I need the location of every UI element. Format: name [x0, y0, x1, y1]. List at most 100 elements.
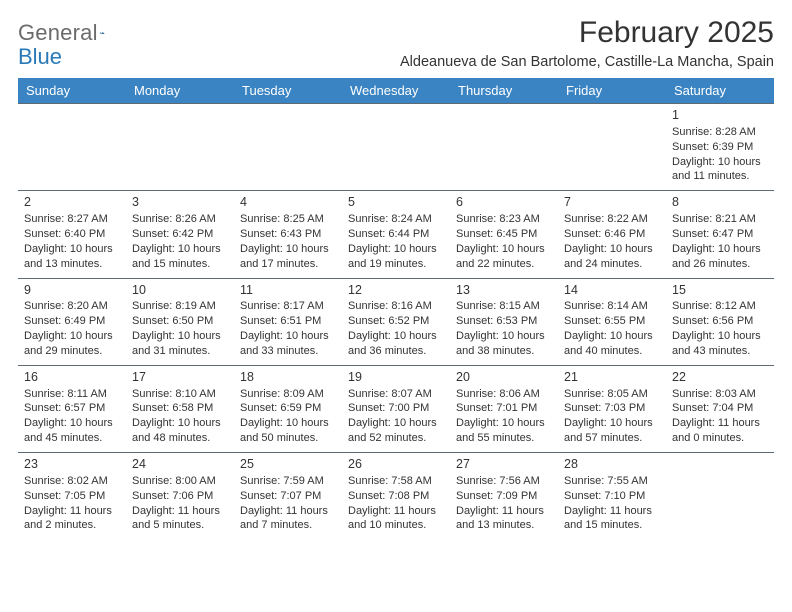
sunrise-line: Sunrise: 8:11 AM — [24, 387, 120, 402]
calendar-page: General February 2025 Aldeanueva de San … — [0, 0, 792, 612]
calendar-cell: 20Sunrise: 8:06 AMSunset: 7:01 PMDayligh… — [450, 365, 558, 452]
calendar-cell: 21Sunrise: 8:05 AMSunset: 7:03 PMDayligh… — [558, 365, 666, 452]
calendar-cell — [558, 104, 666, 191]
daylight-line: Daylight: 10 hours and 36 minutes. — [348, 329, 444, 359]
daylight-line: Daylight: 10 hours and 24 minutes. — [564, 242, 660, 272]
daylight-line: Daylight: 10 hours and 52 minutes. — [348, 416, 444, 446]
sunset-line: Sunset: 6:55 PM — [564, 314, 660, 329]
calendar-cell: 18Sunrise: 8:09 AMSunset: 6:59 PMDayligh… — [234, 365, 342, 452]
sunrise-line: Sunrise: 8:00 AM — [132, 474, 228, 489]
sunrise-line: Sunrise: 8:23 AM — [456, 212, 552, 227]
day-number: 8 — [672, 194, 768, 211]
sunrise-line: Sunrise: 8:09 AM — [240, 387, 336, 402]
sunrise-line: Sunrise: 8:25 AM — [240, 212, 336, 227]
sunset-line: Sunset: 6:42 PM — [132, 227, 228, 242]
calendar-week-row: 2Sunrise: 8:27 AMSunset: 6:40 PMDaylight… — [18, 191, 774, 278]
sunset-line: Sunset: 6:44 PM — [348, 227, 444, 242]
sunrise-line: Sunrise: 8:22 AM — [564, 212, 660, 227]
calendar-cell — [666, 453, 774, 540]
day-number: 5 — [348, 194, 444, 211]
sunrise-line: Sunrise: 8:24 AM — [348, 212, 444, 227]
sunrise-line: Sunrise: 7:55 AM — [564, 474, 660, 489]
day-number: 18 — [240, 369, 336, 386]
calendar-cell: 10Sunrise: 8:19 AMSunset: 6:50 PMDayligh… — [126, 278, 234, 365]
calendar-cell — [342, 104, 450, 191]
calendar-cell: 14Sunrise: 8:14 AMSunset: 6:55 PMDayligh… — [558, 278, 666, 365]
calendar-cell: 17Sunrise: 8:10 AMSunset: 6:58 PMDayligh… — [126, 365, 234, 452]
sunrise-line: Sunrise: 8:05 AM — [564, 387, 660, 402]
daylight-line: Daylight: 10 hours and 29 minutes. — [24, 329, 120, 359]
daylight-line: Daylight: 11 hours and 0 minutes. — [672, 416, 768, 446]
sunset-line: Sunset: 7:08 PM — [348, 489, 444, 504]
sunrise-line: Sunrise: 8:19 AM — [132, 299, 228, 314]
calendar-cell: 19Sunrise: 8:07 AMSunset: 7:00 PMDayligh… — [342, 365, 450, 452]
day-number: 9 — [24, 282, 120, 299]
day-number: 26 — [348, 456, 444, 473]
day-number: 19 — [348, 369, 444, 386]
sunrise-line: Sunrise: 8:07 AM — [348, 387, 444, 402]
sunset-line: Sunset: 7:03 PM — [564, 401, 660, 416]
day-header: Friday — [558, 78, 666, 104]
daylight-line: Daylight: 10 hours and 57 minutes. — [564, 416, 660, 446]
day-number: 28 — [564, 456, 660, 473]
calendar-cell: 24Sunrise: 8:00 AMSunset: 7:06 PMDayligh… — [126, 453, 234, 540]
daylight-line: Daylight: 11 hours and 7 minutes. — [240, 504, 336, 534]
sunset-line: Sunset: 7:04 PM — [672, 401, 768, 416]
calendar-cell: 16Sunrise: 8:11 AMSunset: 6:57 PMDayligh… — [18, 365, 126, 452]
calendar-cell: 13Sunrise: 8:15 AMSunset: 6:53 PMDayligh… — [450, 278, 558, 365]
sunrise-line: Sunrise: 8:20 AM — [24, 299, 120, 314]
day-number: 20 — [456, 369, 552, 386]
sunrise-line: Sunrise: 7:59 AM — [240, 474, 336, 489]
sunset-line: Sunset: 7:06 PM — [132, 489, 228, 504]
day-number: 2 — [24, 194, 120, 211]
daylight-line: Daylight: 10 hours and 17 minutes. — [240, 242, 336, 272]
calendar-cell: 12Sunrise: 8:16 AMSunset: 6:52 PMDayligh… — [342, 278, 450, 365]
day-header: Tuesday — [234, 78, 342, 104]
day-number: 7 — [564, 194, 660, 211]
daylight-line: Daylight: 10 hours and 11 minutes. — [672, 155, 768, 185]
sunset-line: Sunset: 6:45 PM — [456, 227, 552, 242]
sunset-line: Sunset: 6:50 PM — [132, 314, 228, 329]
sunrise-line: Sunrise: 8:03 AM — [672, 387, 768, 402]
calendar-cell: 23Sunrise: 8:02 AMSunset: 7:05 PMDayligh… — [18, 453, 126, 540]
day-number: 27 — [456, 456, 552, 473]
calendar-cell: 4Sunrise: 8:25 AMSunset: 6:43 PMDaylight… — [234, 191, 342, 278]
daylight-line: Daylight: 10 hours and 26 minutes. — [672, 242, 768, 272]
sunset-line: Sunset: 6:40 PM — [24, 227, 120, 242]
calendar-week-row: 9Sunrise: 8:20 AMSunset: 6:49 PMDaylight… — [18, 278, 774, 365]
brand-triangles-icon — [100, 23, 105, 43]
sunrise-line: Sunrise: 8:10 AM — [132, 387, 228, 402]
calendar-week-row: 16Sunrise: 8:11 AMSunset: 6:57 PMDayligh… — [18, 365, 774, 452]
daylight-line: Daylight: 10 hours and 19 minutes. — [348, 242, 444, 272]
daylight-line: Daylight: 10 hours and 13 minutes. — [24, 242, 120, 272]
calendar-cell: 22Sunrise: 8:03 AMSunset: 7:04 PMDayligh… — [666, 365, 774, 452]
sunrise-line: Sunrise: 8:14 AM — [564, 299, 660, 314]
calendar-cell: 3Sunrise: 8:26 AMSunset: 6:42 PMDaylight… — [126, 191, 234, 278]
sunset-line: Sunset: 6:43 PM — [240, 227, 336, 242]
sunset-line: Sunset: 6:56 PM — [672, 314, 768, 329]
calendar-cell: 5Sunrise: 8:24 AMSunset: 6:44 PMDaylight… — [342, 191, 450, 278]
daylight-line: Daylight: 11 hours and 13 minutes. — [456, 504, 552, 534]
calendar-cell — [18, 104, 126, 191]
daylight-line: Daylight: 10 hours and 50 minutes. — [240, 416, 336, 446]
sunset-line: Sunset: 6:52 PM — [348, 314, 444, 329]
calendar-body: 1Sunrise: 8:28 AMSunset: 6:39 PMDaylight… — [18, 104, 774, 540]
day-number: 13 — [456, 282, 552, 299]
calendar-cell: 25Sunrise: 7:59 AMSunset: 7:07 PMDayligh… — [234, 453, 342, 540]
sunrise-line: Sunrise: 8:12 AM — [672, 299, 768, 314]
day-number: 24 — [132, 456, 228, 473]
day-number: 6 — [456, 194, 552, 211]
sunrise-line: Sunrise: 7:58 AM — [348, 474, 444, 489]
sunset-line: Sunset: 7:10 PM — [564, 489, 660, 504]
sunrise-line: Sunrise: 8:21 AM — [672, 212, 768, 227]
sunset-line: Sunset: 6:39 PM — [672, 140, 768, 155]
daylight-line: Daylight: 11 hours and 10 minutes. — [348, 504, 444, 534]
calendar-cell — [126, 104, 234, 191]
daylight-line: Daylight: 10 hours and 15 minutes. — [132, 242, 228, 272]
sunrise-line: Sunrise: 8:27 AM — [24, 212, 120, 227]
month-title: February 2025 — [400, 16, 774, 50]
sunrise-line: Sunrise: 8:28 AM — [672, 125, 768, 140]
day-number: 17 — [132, 369, 228, 386]
daylight-line: Daylight: 10 hours and 33 minutes. — [240, 329, 336, 359]
sunset-line: Sunset: 7:09 PM — [456, 489, 552, 504]
